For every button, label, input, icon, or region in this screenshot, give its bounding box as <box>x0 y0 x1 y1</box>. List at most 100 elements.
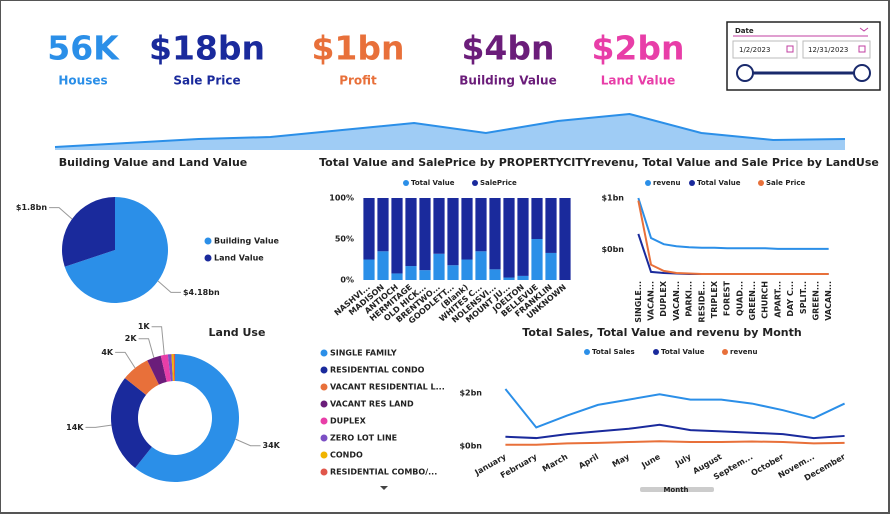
slice <box>124 360 159 395</box>
x-tick-label: SINGLE... <box>634 281 643 323</box>
x-tick-label: VACAN... <box>647 281 656 321</box>
legend-label: revenu <box>730 348 757 356</box>
slice <box>62 197 115 267</box>
area-line <box>54 112 846 148</box>
bar <box>405 198 417 267</box>
kpi-label: Houses <box>58 74 107 88</box>
bar <box>545 252 557 280</box>
slicer-title: Date <box>735 27 754 35</box>
end-date-box[interactable] <box>802 40 871 59</box>
legend-label: RESIDENTIAL COMBO/... <box>330 468 437 477</box>
y-tick-label: $1bn <box>601 194 624 203</box>
slice <box>64 197 169 304</box>
bar <box>433 198 445 254</box>
legend-swatch <box>320 349 328 357</box>
chart-title: Building Value and Land Value <box>59 156 247 169</box>
scroll-arrow[interactable] <box>380 486 388 490</box>
date-slicer[interactable]: Date 1/2/2023 12/31/2023 <box>726 21 881 91</box>
x-tick-label: DAY C... <box>786 281 795 317</box>
kpi-label: Land Value <box>601 74 676 88</box>
line <box>504 388 846 429</box>
kpi-value: 56K <box>47 29 120 68</box>
legend-label: VACANT RES LAND <box>330 400 414 409</box>
line <box>505 423 845 440</box>
legend-swatch <box>403 180 409 186</box>
x-tick-label: RESIDE... <box>697 281 706 323</box>
legend-label: RESIDENTIAL CONDO <box>330 366 425 375</box>
legend-label: Building Value <box>214 237 280 246</box>
slice <box>160 354 171 382</box>
legend-swatch <box>722 349 728 355</box>
x-tick-label: VACAN... <box>672 281 681 321</box>
bar <box>461 198 473 260</box>
bar <box>503 198 515 278</box>
legend-swatch <box>758 180 764 186</box>
data-label: 14K <box>66 423 84 432</box>
legend-swatch <box>204 237 212 245</box>
legend-swatch <box>320 417 328 425</box>
bar <box>377 251 389 280</box>
bar <box>419 270 431 280</box>
legend-swatch <box>320 468 328 476</box>
slice <box>111 378 152 469</box>
bar <box>447 198 459 266</box>
scrollbar[interactable] <box>640 487 714 492</box>
bar <box>419 198 431 271</box>
leader-line <box>85 424 112 428</box>
calendar-icon[interactable] <box>786 45 794 53</box>
leader-line <box>151 326 165 355</box>
legend-label: DUPLEX <box>330 417 367 426</box>
bar <box>461 259 473 280</box>
x-tick-label: DUPLEX <box>659 280 668 317</box>
slicer-chevron[interactable] <box>859 27 869 32</box>
data-label: 2K <box>125 334 138 343</box>
x-tick-label: GREEN... <box>811 281 820 320</box>
data-label: 1K <box>138 322 151 331</box>
slice <box>167 354 173 382</box>
bar <box>531 198 543 239</box>
bar <box>489 198 501 270</box>
slider-handle[interactable] <box>853 64 871 82</box>
data-label: 4K <box>101 348 114 357</box>
bar <box>391 273 403 280</box>
bar <box>531 239 543 280</box>
bar <box>405 266 417 280</box>
x-tick-label: APART... <box>773 281 782 318</box>
x-tick-label: PARKI... <box>685 281 694 317</box>
y-tick-label: $0bn <box>601 245 624 254</box>
chart-title: revenu, Total Value and Sale Price by La… <box>591 156 879 169</box>
kpi-label: Building Value <box>459 74 556 88</box>
y-tick-label: 0% <box>340 276 354 285</box>
y-tick-label: 50% <box>335 235 354 244</box>
chart-title: Land Use <box>209 326 266 339</box>
x-tick-label: VACAN... <box>824 281 833 321</box>
x-tick-label: TRIPLEX <box>710 280 719 318</box>
y-tick-label: $0bn <box>459 442 482 451</box>
bar <box>363 259 375 280</box>
x-tick-label: CHURCH <box>761 281 770 319</box>
bar <box>489 269 501 280</box>
kpi-value: $2bn <box>591 29 684 68</box>
y-tick-label: 100% <box>329 194 354 203</box>
start-date-box[interactable] <box>732 40 798 59</box>
x-tick-label: QUAD... <box>735 281 744 316</box>
legend-swatch <box>320 366 328 374</box>
slice <box>147 355 167 385</box>
kpi-value: $1bn <box>311 29 404 68</box>
slider-handle[interactable] <box>736 64 754 82</box>
legend-swatch <box>320 383 328 391</box>
calendar-icon[interactable] <box>858 45 866 53</box>
line <box>637 200 829 275</box>
legend-label: revenu <box>653 179 680 187</box>
legend-swatch <box>472 180 478 186</box>
bar <box>503 277 515 280</box>
area <box>55 114 845 150</box>
legend-label: VACANT RESIDENTIAL L... <box>330 383 445 392</box>
legend-label: ZERO LOT LINE <box>330 434 397 443</box>
data-label: $4.18bn <box>183 288 220 297</box>
kpi-label: Profit <box>339 74 377 88</box>
y-tick-label: $2bn <box>459 388 482 397</box>
leader-line <box>49 207 73 220</box>
legend-swatch <box>320 434 328 442</box>
bar <box>433 253 445 280</box>
